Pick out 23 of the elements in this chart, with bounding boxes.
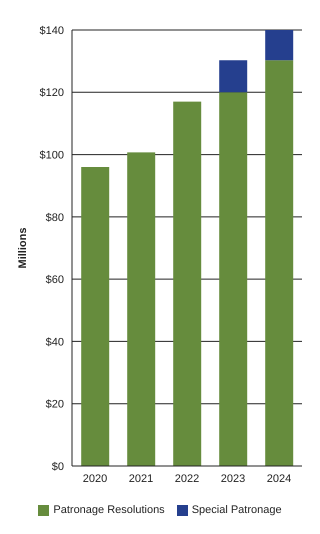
x-tick-label: 2022 <box>174 472 200 485</box>
y-axis-title: Millions <box>16 228 29 268</box>
bar <box>265 60 294 466</box>
bar <box>219 60 248 92</box>
bar <box>265 30 294 60</box>
y-tick-label: $120 <box>40 87 64 100</box>
y-tick-label: $0 <box>52 460 64 473</box>
y-tick-label: $80 <box>46 212 64 224</box>
y-tick-label: $40 <box>46 336 64 348</box>
bar <box>81 167 110 466</box>
bar <box>219 92 248 466</box>
y-tick-label: $20 <box>46 398 64 411</box>
x-tick-label: 2024 <box>266 472 292 485</box>
x-tick-label: 2021 <box>128 472 154 485</box>
x-tick-label: 2023 <box>220 472 246 485</box>
y-tick-label: $100 <box>40 149 64 162</box>
bar <box>127 152 156 466</box>
bar <box>173 102 202 466</box>
y-tick-label: $140 <box>40 24 64 37</box>
x-tick-label: 2020 <box>82 472 108 485</box>
legend-label: Special Patronage <box>192 504 282 516</box>
y-tick-label: $60 <box>46 274 64 286</box>
legend-label: Patronage Resolutions <box>53 504 165 516</box>
